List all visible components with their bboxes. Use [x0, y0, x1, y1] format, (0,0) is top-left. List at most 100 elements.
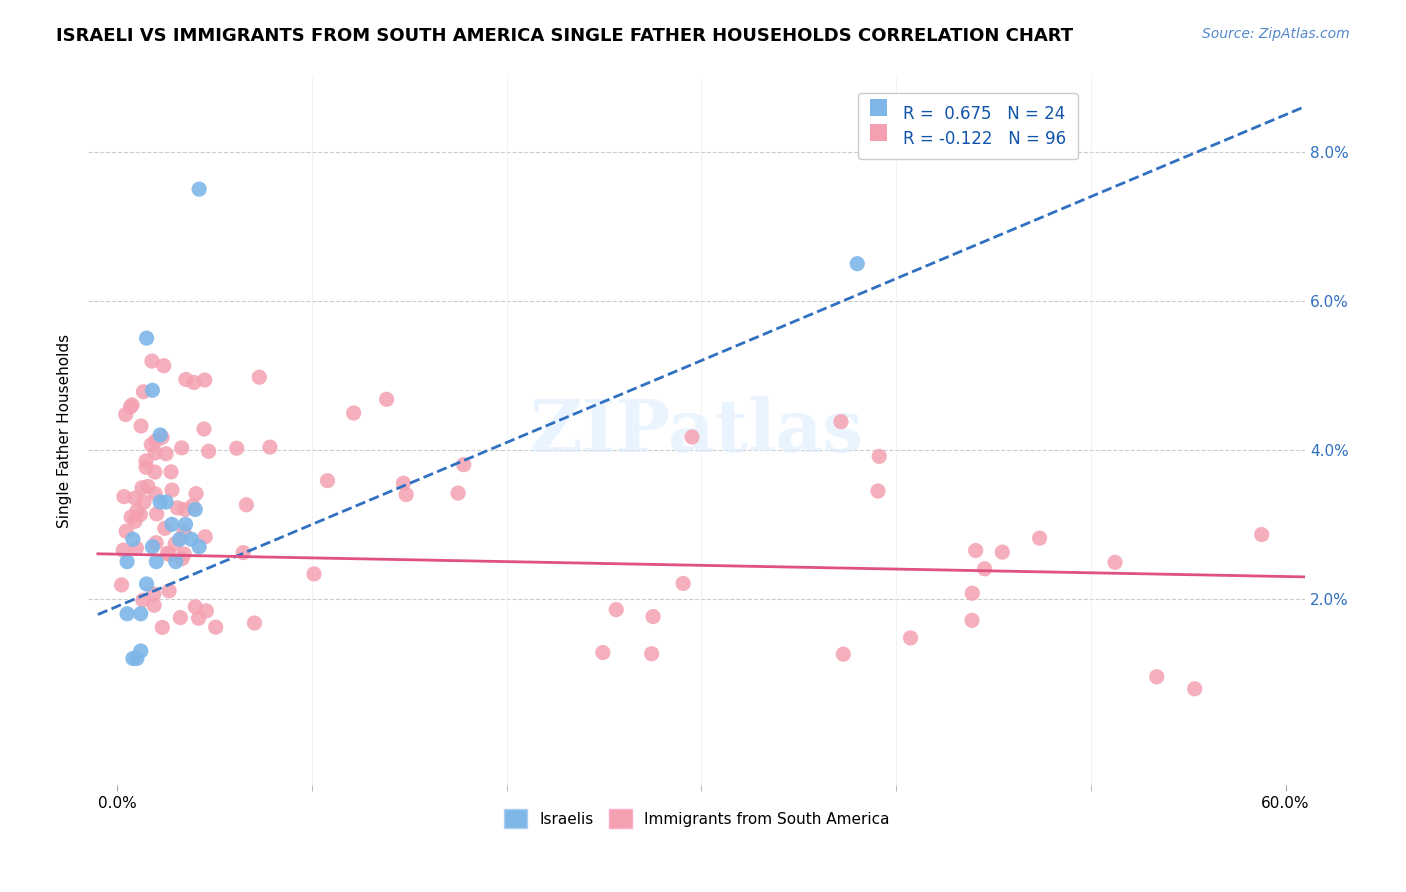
Immigrants from South America [156, 546, 179, 560]
Immigrants from South America [965, 543, 987, 558]
Immigrants from South America [141, 438, 163, 452]
Immigrants from South America [157, 583, 180, 598]
Immigrants from South America [145, 507, 167, 521]
Immigrants from South America [343, 406, 366, 420]
Immigrants from South America [204, 620, 226, 634]
Israelis [129, 644, 152, 658]
Immigrants from South America [868, 450, 890, 464]
Immigrants from South America [169, 610, 191, 624]
Immigrants from South America [900, 631, 922, 645]
Immigrants from South America [112, 490, 135, 504]
Israelis [155, 495, 177, 509]
Immigrants from South America [170, 551, 193, 566]
Immigrants from South America [142, 587, 165, 601]
Immigrants from South America [132, 384, 155, 399]
Immigrants from South America [132, 593, 155, 607]
Israelis [165, 555, 187, 569]
Immigrants from South America [232, 545, 254, 559]
Y-axis label: Single Father Households: Single Father Households [58, 334, 72, 528]
Immigrants from South America [135, 454, 157, 468]
Immigrants from South America [145, 535, 167, 549]
Immigrants from South America [173, 525, 195, 540]
Immigrants from South America [125, 504, 148, 518]
Israelis [188, 540, 211, 554]
Immigrants from South America [132, 495, 155, 509]
Immigrants from South America [114, 408, 136, 422]
Immigrants from South America [110, 578, 132, 592]
Israelis [149, 428, 172, 442]
Immigrants from South America [447, 486, 470, 500]
Immigrants from South America [153, 521, 176, 535]
Immigrants from South America [195, 604, 218, 618]
Immigrants from South America [124, 491, 146, 505]
Immigrants from South America [136, 479, 159, 493]
Immigrants from South America [991, 545, 1014, 559]
Immigrants from South America [170, 441, 193, 455]
Israelis [184, 502, 207, 516]
Israelis [174, 517, 197, 532]
Immigrants from South America [247, 370, 270, 384]
Immigrants from South America [135, 460, 157, 475]
Israelis [129, 607, 152, 621]
Immigrants from South America [174, 502, 197, 516]
Immigrants from South America [960, 613, 983, 627]
Immigrants from South America [143, 599, 166, 613]
Immigrants from South America [640, 647, 662, 661]
Immigrants from South America [316, 474, 339, 488]
Immigrants from South America [129, 419, 152, 434]
Immigrants from South America [183, 376, 205, 390]
Immigrants from South America [605, 602, 627, 616]
Immigrants from South America [1250, 527, 1272, 541]
Immigrants from South America [235, 498, 257, 512]
Immigrants from South America [160, 483, 183, 497]
Text: Source: ZipAtlas.com: Source: ZipAtlas.com [1202, 27, 1350, 41]
Israelis [122, 533, 145, 547]
Immigrants from South America [129, 508, 152, 522]
Immigrants from South America [125, 541, 148, 555]
Immigrants from South America [115, 524, 138, 539]
Immigrants from South America [592, 646, 614, 660]
Israelis [149, 495, 172, 509]
Immigrants from South America [197, 444, 219, 458]
Immigrants from South America [193, 422, 215, 436]
Israelis [115, 555, 138, 569]
Immigrants from South America [143, 465, 166, 479]
Israelis [846, 257, 869, 271]
Israelis [122, 651, 145, 665]
Immigrants from South America [243, 615, 266, 630]
Immigrants from South America [641, 609, 664, 624]
Immigrants from South America [973, 562, 995, 576]
Immigrants from South America [1146, 670, 1168, 684]
Immigrants from South America [112, 543, 135, 558]
Immigrants from South America [1028, 531, 1050, 545]
Text: ZIPatlas: ZIPatlas [530, 396, 863, 467]
Immigrants from South America [181, 499, 204, 513]
Israelis [169, 533, 191, 547]
Israelis [180, 533, 202, 547]
Immigrants from South America [184, 486, 207, 500]
Immigrants from South America [194, 530, 217, 544]
Immigrants from South America [150, 620, 173, 634]
Immigrants from South America [165, 536, 187, 550]
Immigrants from South America [120, 510, 142, 524]
Immigrants from South America [375, 392, 398, 407]
Israelis [188, 182, 211, 196]
Immigrants from South America [187, 611, 209, 625]
Immigrants from South America [155, 447, 177, 461]
Immigrants from South America [150, 430, 173, 444]
Immigrants from South America [157, 547, 180, 561]
Immigrants from South America [184, 599, 207, 614]
Immigrants from South America [962, 586, 984, 600]
Legend: Israelis, Immigrants from South America: Israelis, Immigrants from South America [498, 803, 896, 834]
Immigrants from South America [124, 514, 146, 528]
Immigrants from South America [145, 434, 167, 448]
Immigrants from South America [1184, 681, 1206, 696]
Immigrants from South America [866, 483, 889, 498]
Immigrants from South America [453, 458, 475, 472]
Immigrants from South America [302, 566, 325, 581]
Immigrants from South America [120, 400, 142, 414]
Immigrants from South America [832, 647, 855, 661]
Immigrants from South America [174, 372, 197, 386]
Israelis [141, 540, 163, 554]
Immigrants from South America [166, 500, 188, 515]
